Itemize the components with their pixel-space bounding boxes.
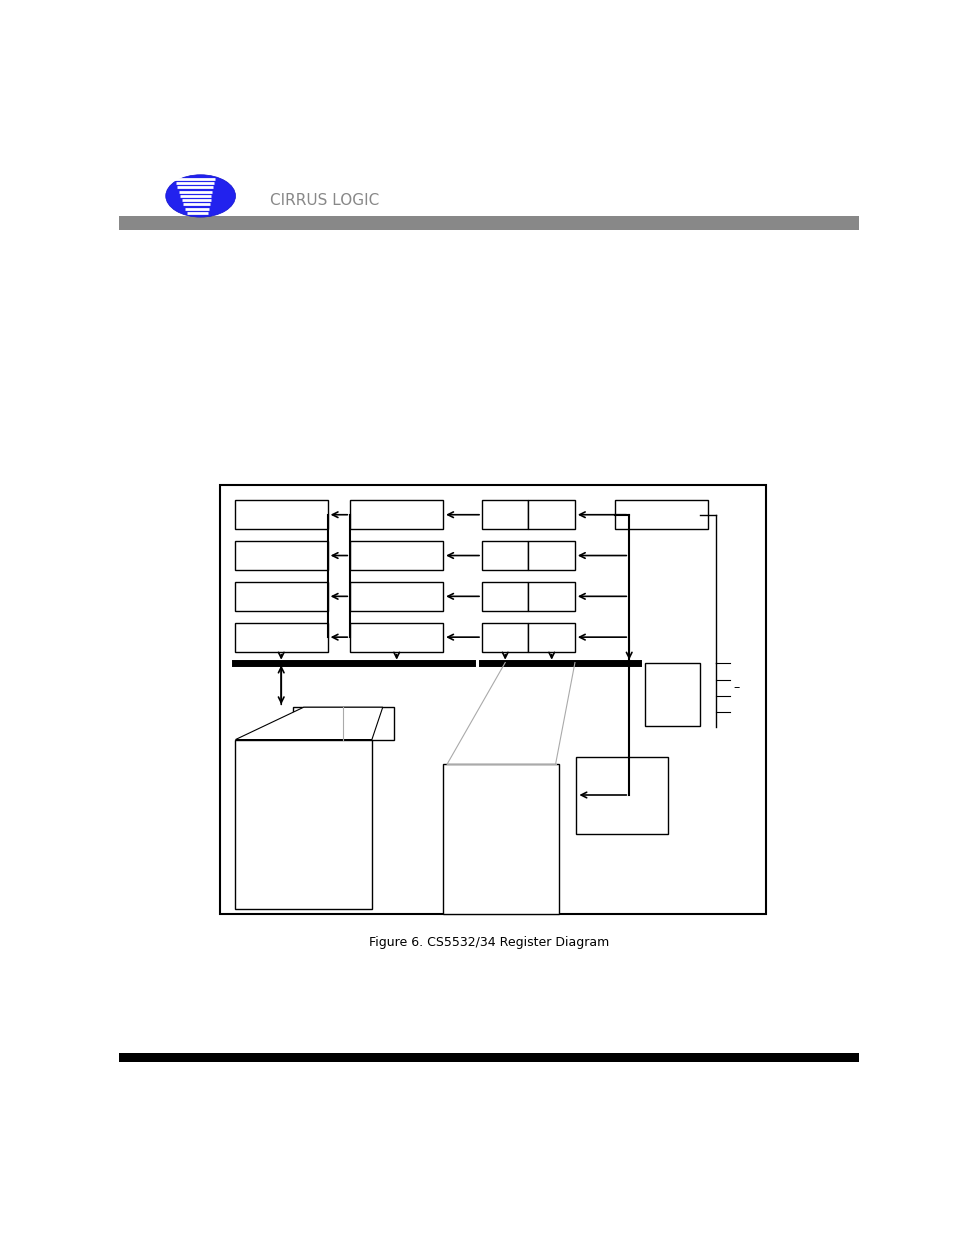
Bar [350,582,443,611]
Bar [528,541,575,571]
Bar [350,541,443,571]
Bar [119,1053,858,1062]
Bar [293,708,394,740]
Polygon shape [235,708,382,740]
Bar [235,740,372,909]
Bar [528,622,575,652]
Bar [644,662,700,726]
Bar [481,500,528,530]
Bar [234,541,328,571]
Bar [119,216,858,230]
Text: Figure 6. CS5532/34 Register Diagram: Figure 6. CS5532/34 Register Diagram [369,936,608,948]
Bar [481,622,528,652]
Bar [528,500,575,530]
Bar [234,622,328,652]
Bar [528,582,575,611]
Bar [481,541,528,571]
Bar [220,484,765,914]
Bar [234,500,328,530]
Bar [443,764,558,914]
Bar [576,757,667,834]
Bar [481,582,528,611]
Bar [615,500,707,530]
Bar [350,622,443,652]
Text: CIRRUS LOGIC: CIRRUS LOGIC [270,193,379,207]
Ellipse shape [166,175,235,217]
Bar [350,500,443,530]
Text: –: – [732,680,739,694]
Bar [234,582,328,611]
